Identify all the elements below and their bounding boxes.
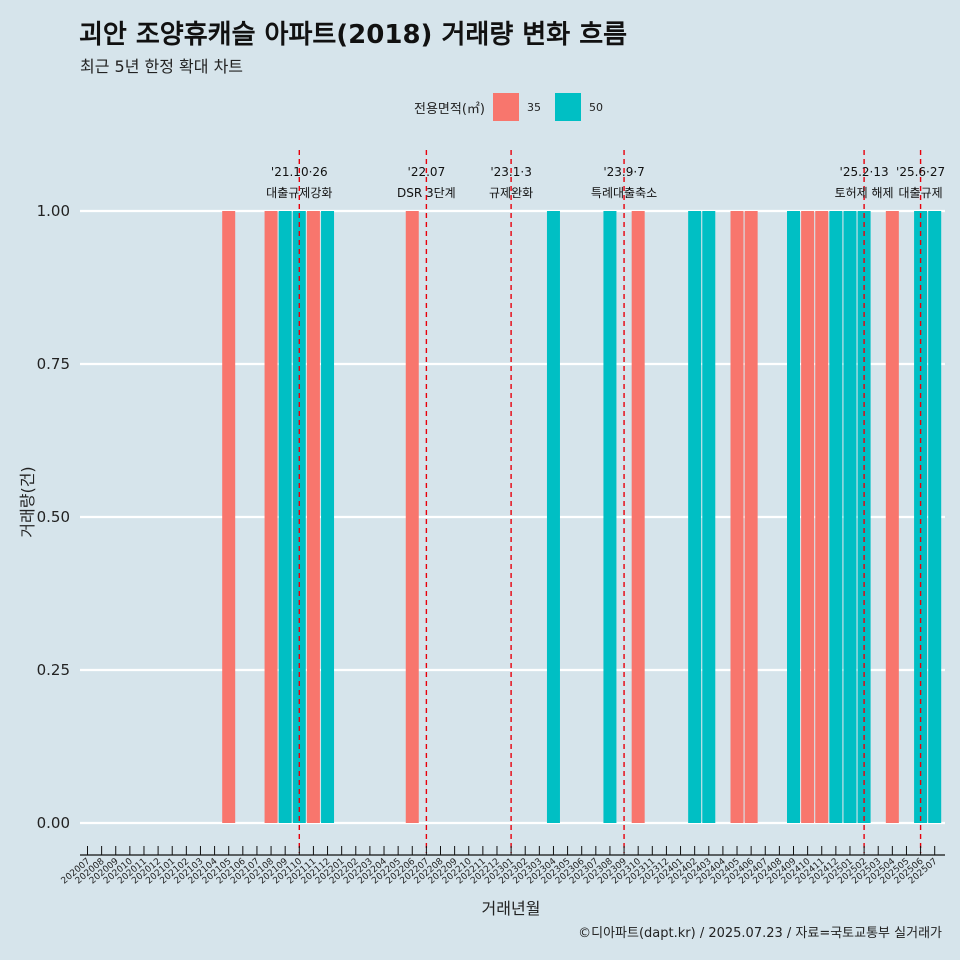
bar-50-202412 <box>829 211 843 823</box>
bar-50-202304 <box>546 211 560 823</box>
legend-title: 전용면적(㎡) <box>414 101 485 117</box>
bar-50-202501 <box>843 211 857 823</box>
legend-label-35: 35 <box>526 100 541 114</box>
event-date-label: '23.1·3 <box>490 165 531 179</box>
event-date-label: '22.07 <box>408 165 446 179</box>
event-name-label: DSR 3단계 <box>397 186 456 200</box>
bar-35-202504 <box>885 211 899 823</box>
bar-50-202403 <box>702 211 716 823</box>
bar-50-202502 <box>857 211 871 823</box>
bar-50-202402 <box>688 211 702 823</box>
event-name-label: 토허제 해제 <box>835 186 894 200</box>
bar-50-202109 <box>278 211 292 823</box>
event-name-label: 대출규제강화 <box>266 186 332 200</box>
event-date-label: '21.10·26 <box>271 165 328 179</box>
event-name-label: 특례대출축소 <box>591 186 657 200</box>
bar-35-202410 <box>801 211 815 823</box>
bar-35-202405 <box>730 211 744 823</box>
bar-50-202112 <box>321 211 335 823</box>
chart-title: 괴안 조양휴캐슬 아파트(2018) 거래량 변화 흐름 <box>79 20 628 50</box>
bar-35-202111 <box>306 211 320 823</box>
event-date-label: '25.6·27 <box>896 165 945 179</box>
event-date-label: '23.9·7 <box>603 165 644 179</box>
bar-35-202406 <box>744 211 758 823</box>
y-tick-label: 0.50 <box>37 508 70 526</box>
y-tick-label: 0.75 <box>37 355 70 373</box>
legend-swatch-50 <box>554 93 581 121</box>
y-axis-title: 거래량(건) <box>18 466 37 537</box>
bar-35-202310 <box>631 211 645 823</box>
legend-swatch-35 <box>492 93 519 121</box>
bar-35-202108 <box>264 211 278 823</box>
event-name-label: 대출규제 <box>898 186 942 200</box>
chart-subtitle: 최근 5년 한정 확대 차트 <box>80 57 244 76</box>
y-tick-label: 0.00 <box>37 814 70 832</box>
y-tick-label: 0.25 <box>37 661 70 679</box>
event-name-label: 규제완화 <box>489 186 533 200</box>
y-tick-label: 1.00 <box>37 202 70 220</box>
bar-35-202411 <box>815 211 829 823</box>
bar-50-202507 <box>928 211 942 823</box>
legend: 전용면적(㎡) 35 50 <box>414 92 617 122</box>
legend-label-50: 50 <box>588 100 603 114</box>
event-date-label: '25.2·13 <box>840 165 889 179</box>
bar-50-202506 <box>914 211 928 823</box>
bar-50-202110 <box>292 211 306 823</box>
bar-50-202308 <box>603 211 617 823</box>
source-caption: ©디아파트(dapt.kr) / 2025.07.23 / 자료=국토교통부 실… <box>578 926 942 941</box>
bar-50-202409 <box>787 211 800 823</box>
bar-35-202105 <box>222 211 236 823</box>
bar-35-202206 <box>405 211 419 823</box>
x-axis-title: 거래년월 <box>482 899 541 918</box>
